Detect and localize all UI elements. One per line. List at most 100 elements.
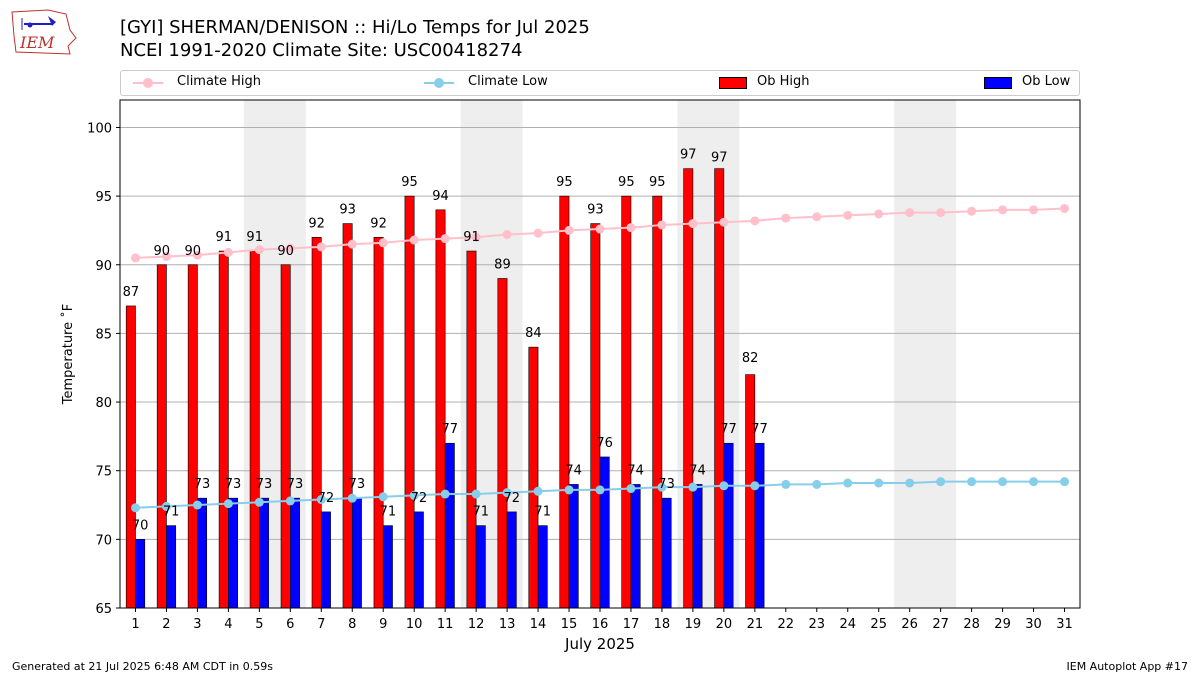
ob-low-bar: [754, 442, 765, 609]
x-axis-label: July 2025: [564, 635, 635, 653]
ob-high-bar: [125, 305, 136, 609]
climate-high-marker: [143, 78, 153, 88]
ob-low-bar: [661, 497, 672, 609]
ob-low-bar: [197, 497, 208, 609]
ob-low-bar: [413, 511, 424, 609]
ob-low-bar: [444, 442, 455, 609]
climate-low-point: [254, 497, 264, 507]
x-tick-label: 4: [224, 617, 232, 632]
climate-low-point: [1060, 477, 1070, 487]
climate-low-point: [1029, 477, 1039, 487]
ob-low-data-label: 72: [503, 491, 520, 506]
climate-high-point: [626, 223, 636, 233]
x-tick-label: 11: [437, 617, 454, 632]
ob-high-data-label: 92: [308, 216, 325, 231]
ob-high-bar: [652, 195, 663, 609]
ob-low-bar: [259, 497, 269, 609]
climate-high-point: [502, 230, 512, 240]
y-axis-label: Temperature ˚F: [60, 304, 76, 405]
climate-low-point: [843, 478, 853, 488]
iem-logo: IEM: [11, 9, 77, 55]
climate-low-point: [502, 488, 512, 498]
y-tick-label: 85: [95, 327, 112, 342]
x-tick-label: 8: [348, 617, 356, 632]
y-tick-label: 70: [95, 533, 112, 548]
y-tick-label: 80: [95, 396, 112, 411]
climate-high-point: [657, 220, 667, 230]
ob-high-bar: [528, 346, 539, 609]
ob-low-data-label: 71: [380, 505, 397, 520]
ob-high-bar: [745, 374, 756, 609]
ob-high-bar: [373, 236, 384, 609]
climate-low-point: [285, 496, 295, 506]
climate-high-point: [192, 250, 202, 260]
ob-low-data-label: 77: [720, 422, 737, 437]
climate-low-point: [409, 490, 419, 500]
ob-high-data-label: 95: [649, 175, 666, 190]
ob-high-data-label: 82: [742, 351, 759, 366]
climate-high-point: [440, 234, 450, 244]
footer-generated-text: Generated at 21 Jul 2025 6:48 AM CDT in …: [12, 660, 273, 673]
climate-low-point: [967, 477, 977, 487]
climate-low-point: [657, 482, 667, 492]
x-tick-label: 5: [255, 617, 263, 632]
ob-high-data-label: 95: [401, 175, 418, 190]
ob-high-bar: [218, 250, 229, 609]
x-tick-label: 29: [994, 617, 1011, 632]
ob-low-data-label: 77: [751, 422, 768, 437]
ob-high-bar: [621, 195, 632, 609]
ob-high-data-label: 97: [680, 148, 697, 163]
ob-high-data-label: 91: [215, 230, 232, 245]
climate-high-point: [130, 253, 140, 263]
climate-low-point: [347, 493, 357, 503]
climate-high-point: [998, 205, 1008, 215]
x-tick-label: 20: [716, 617, 733, 632]
climate-low-point: [130, 503, 140, 513]
y-tick-label: 95: [95, 190, 112, 205]
legend-label-climate-high: Climate High: [177, 74, 262, 89]
ob-low-bar: [630, 484, 641, 609]
climate-high-point: [161, 252, 171, 262]
climate-low-point: [316, 495, 326, 505]
climate-low-point: [750, 481, 760, 491]
climate-low-point: [936, 477, 946, 487]
ob-low-data-label: 72: [318, 491, 335, 506]
ob-high-swatch: [719, 77, 747, 89]
climate-low-point: [161, 501, 171, 511]
ob-high-bar: [683, 168, 694, 609]
ob-high-bar: [187, 264, 198, 609]
climate-high-point: [223, 247, 233, 257]
ob-low-bar: [692, 484, 703, 609]
climate-high-point: [347, 239, 357, 249]
ob-high-data-label: 95: [556, 175, 573, 190]
climate-high-point: [905, 208, 915, 218]
ob-high-data-label: 90: [185, 244, 202, 259]
x-tick-label: 9: [379, 617, 387, 632]
climate-low-point: [812, 479, 822, 489]
x-tick-label: 25: [870, 617, 887, 632]
legend-label-ob-low: Ob Low: [1022, 74, 1071, 89]
ob-low-data-label: 74: [689, 463, 706, 478]
ob-high-bar: [590, 223, 601, 609]
footer-app-text: IEM Autoplot App #17: [1066, 660, 1189, 673]
x-tick-label: 21: [747, 617, 764, 632]
ob-high-data-label: 93: [339, 203, 356, 218]
legend: Climate High Climate Low Ob High Ob Low: [120, 70, 1080, 96]
ob-high-data-label: 94: [432, 189, 449, 204]
y-tick-label: 100: [87, 121, 112, 136]
ob-high-data-label: 90: [154, 244, 171, 259]
chart-subtitle: NCEI 1991-2020 Climate Site: USC00418274: [120, 40, 523, 61]
ob-low-bar: [506, 511, 517, 609]
climate-low-point: [440, 489, 450, 499]
ob-low-bar: [135, 539, 146, 609]
ob-high-data-label: 97: [711, 150, 728, 165]
climate-high-point: [533, 228, 543, 238]
climate-high-point: [409, 235, 419, 245]
climate-low-point: [192, 500, 202, 510]
x-tick-label: 24: [839, 617, 856, 632]
climate-low-point: [533, 486, 543, 496]
ob-low-bar: [723, 442, 734, 609]
x-tick-label: 3: [193, 617, 201, 632]
ob-low-bar: [290, 497, 300, 609]
climate-high-point: [1029, 205, 1039, 215]
